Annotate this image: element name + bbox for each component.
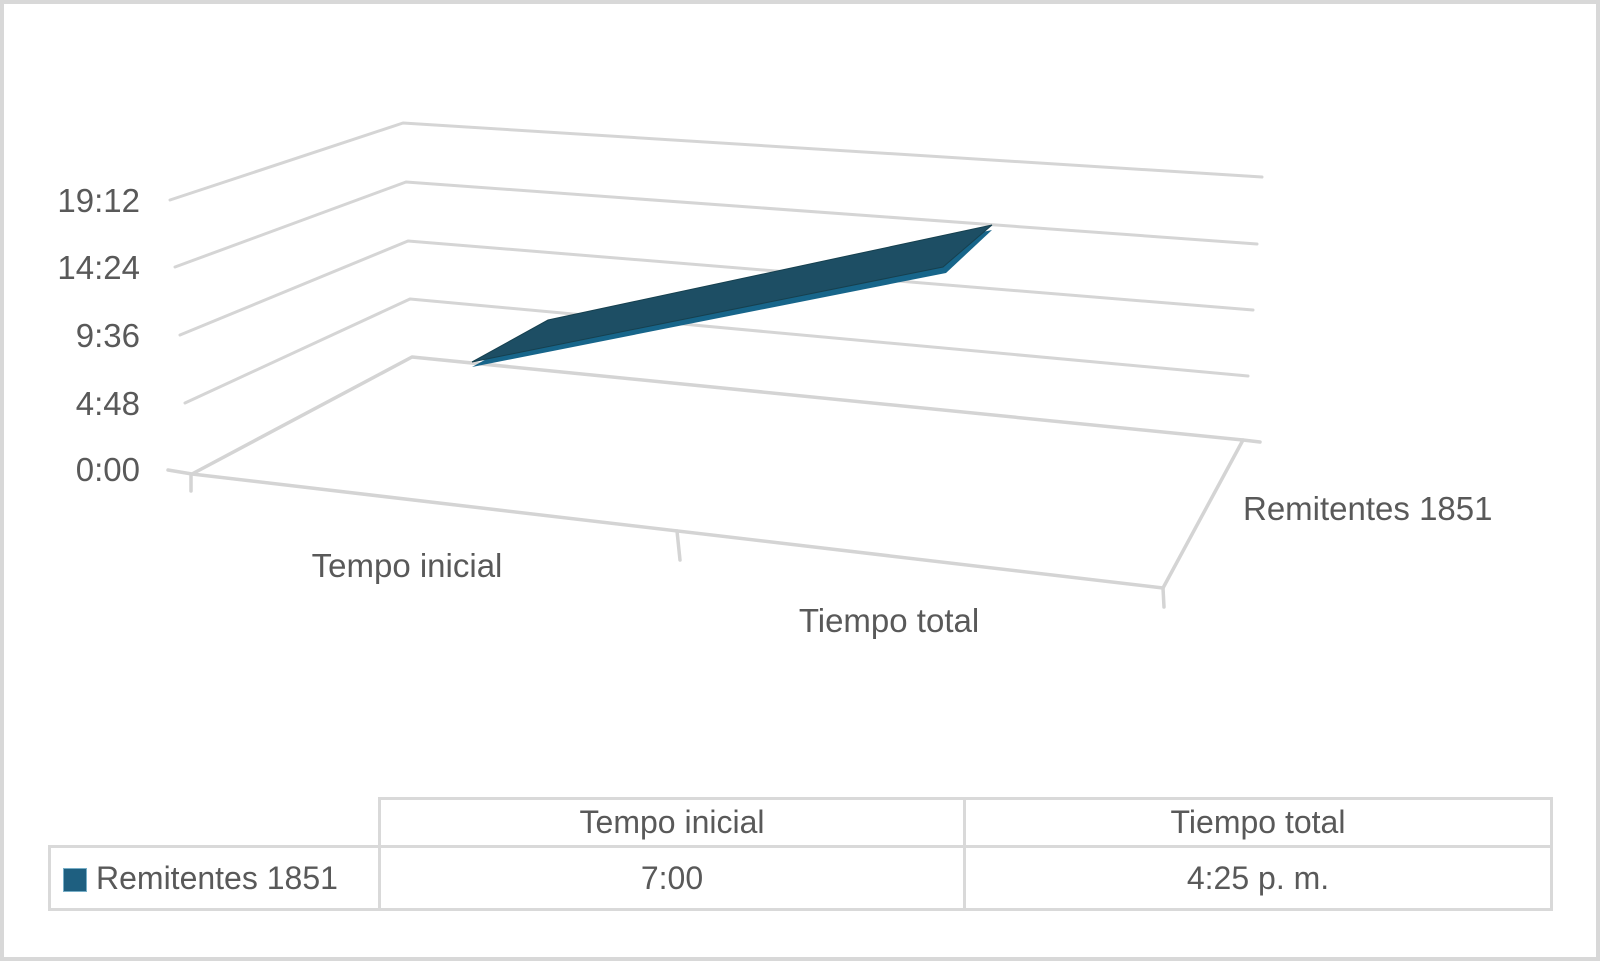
gridline-14-24 — [173, 180, 1259, 269]
value-gridlines — [168, 121, 1264, 405]
gridline-9-36 — [178, 239, 1255, 337]
chart-data-table: Tempo inicial Tiempo total Remitentes 18… — [48, 797, 1553, 911]
value-axis-labels: 19:12 14:24 9:36 4:48 0:00 — [57, 182, 140, 488]
y-tick-19-12: 19:12 — [57, 182, 140, 219]
tick-front-right — [1161, 586, 1166, 609]
table-header-row: Tempo inicial Tiempo total — [50, 797, 1553, 848]
plot-area-3d: 19:12 14:24 9:36 4:48 0:00 Tempo inicial… — [57, 121, 1492, 639]
table-corner-cell — [50, 799, 380, 847]
gridline-4-48 — [183, 297, 1250, 405]
tick-back-right — [1241, 438, 1262, 444]
y-tick-4-48: 4:48 — [76, 385, 140, 422]
table-row: Remitentes 1851 7:00 4:25 p. m. — [48, 845, 1553, 911]
x-label-tiempo-total: Tiempo total — [799, 602, 979, 639]
table-header-tiempo-total: Tiempo total — [963, 797, 1553, 848]
category-axis-labels: Tempo inicial Tiempo total — [312, 547, 980, 639]
y-tick-0-00: 0:00 — [76, 451, 140, 488]
gridline-19-12 — [168, 121, 1264, 202]
tick-0-00 — [166, 468, 194, 476]
series-ribbon — [471, 224, 993, 367]
cell-tiempo-total-value: 4:25 p. m. — [963, 845, 1553, 911]
series-legend-swatch-icon — [63, 867, 87, 892]
y-tick-9-36: 9:36 — [76, 317, 140, 354]
floor-plane — [166, 355, 1262, 609]
table-header-tempo-inicial: Tempo inicial — [378, 797, 966, 848]
series-name: Remitentes 1851 — [96, 859, 338, 896]
y-tick-14-24: 14:24 — [57, 249, 140, 286]
x-label-tempo-inicial: Tempo inicial — [312, 547, 503, 584]
tick-category-mid — [675, 529, 682, 562]
ribbon-top-face — [471, 224, 993, 363]
series-legend-cell: Remitentes 1851 — [48, 845, 381, 911]
cell-tempo-inicial-value: 7:00 — [378, 845, 966, 911]
series-axis-label: Remitentes 1851 — [1243, 490, 1492, 527]
